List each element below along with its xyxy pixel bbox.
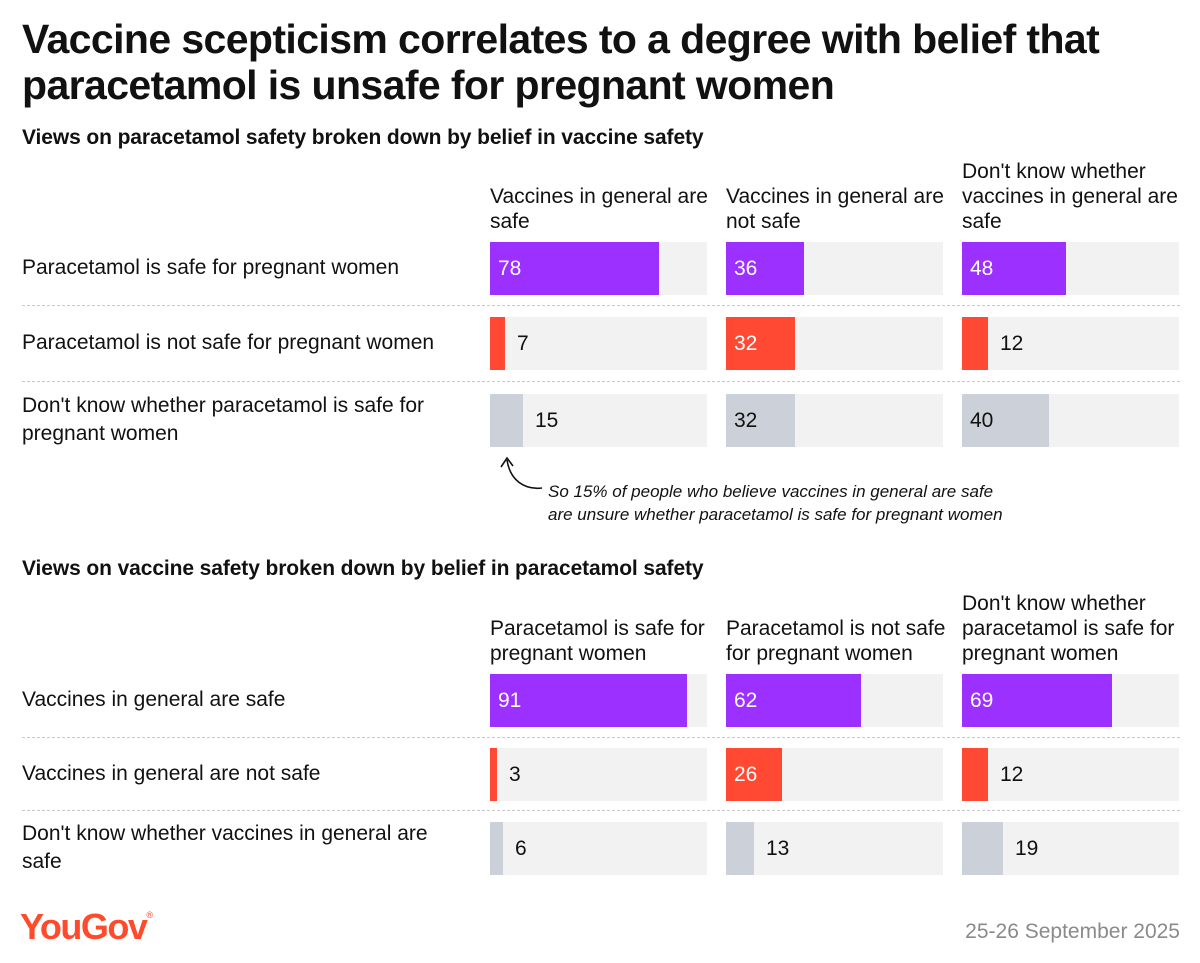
annotation-line-2: are unsure whether paracetamol is safe f… — [548, 505, 1003, 524]
bar — [962, 674, 1112, 727]
bar-value-label: 32 — [734, 409, 758, 432]
logo-text: YouGov — [20, 906, 148, 947]
column-header: Paracetamol is not safe for pregnant wom… — [726, 617, 946, 665]
bar-track: 12 — [962, 748, 1179, 801]
bar — [490, 317, 505, 370]
bar-track: 32 — [726, 394, 943, 447]
bar-track: 91 — [490, 674, 707, 727]
bar-value-label: 62 — [734, 689, 758, 712]
row-label: Paracetamol is safe for pregnant women — [22, 256, 400, 279]
bar-value-label: 12 — [1000, 763, 1024, 786]
bar-value-label: 36 — [734, 257, 758, 280]
bar — [726, 748, 782, 801]
chart-title: Vaccine scepticism correlates to a degre… — [22, 16, 1100, 108]
column-header: Don't know whether vaccines in general a… — [962, 160, 1178, 233]
bar-track: 7 — [490, 317, 707, 370]
bar — [726, 394, 795, 447]
bar-value-label: 40 — [970, 409, 994, 432]
row-label: Don't know whether vaccines in general a… — [22, 822, 428, 873]
row-label: Don't know whether paracetamol is safe f… — [22, 394, 425, 445]
column-header: Don't know whether paracetamol is safe f… — [962, 592, 1175, 665]
bar-value-label: 69 — [970, 689, 994, 712]
bar-track: 13 — [726, 822, 943, 875]
bar-value-label: 6 — [515, 837, 527, 860]
bar-value-label: 3 — [509, 763, 521, 786]
bar-value-label: 12 — [1000, 332, 1024, 355]
bar-value-label: 26 — [734, 763, 758, 786]
bar — [726, 822, 754, 875]
bar — [962, 394, 1049, 447]
annotation-line-1: So 15% of people who believe vaccines in… — [548, 482, 994, 501]
chart-1-subtitle: Views on paracetamol safety broken down … — [22, 126, 704, 149]
bar-track: 32 — [726, 317, 943, 370]
bar-value-label: 78 — [498, 257, 522, 280]
bar-value-label: 19 — [1015, 837, 1039, 860]
chart-2-subtitle: Views on vaccine safety broken down by b… — [22, 557, 704, 580]
bar — [726, 242, 804, 295]
bar-value-label: 91 — [498, 689, 522, 712]
bar-track: 15 — [490, 394, 707, 447]
bar-track: 48 — [962, 242, 1179, 295]
column-header: Vaccines in general are not safe — [726, 185, 944, 233]
logo-registered-mark: ® — [146, 910, 153, 920]
bar — [962, 748, 988, 801]
bar-track: 12 — [962, 317, 1179, 370]
bar-track: 6 — [490, 822, 707, 875]
bar — [962, 242, 1066, 295]
row-separator — [22, 305, 1180, 306]
bar-track: 19 — [962, 822, 1179, 875]
bar — [726, 317, 795, 370]
bar — [726, 674, 861, 727]
row-separator — [22, 737, 1180, 738]
bar-track: 36 — [726, 242, 943, 295]
bar-value-label: 48 — [970, 257, 994, 280]
bar — [962, 317, 988, 370]
row-separator — [22, 381, 1180, 382]
bar-track: 40 — [962, 394, 1179, 447]
bar-value-label: 13 — [766, 837, 790, 860]
bar — [490, 394, 523, 447]
bar-track: 3 — [490, 748, 707, 801]
bar-track: 78 — [490, 242, 707, 295]
bar-track: 69 — [962, 674, 1179, 727]
bar — [490, 242, 659, 295]
bar-track: 62 — [726, 674, 943, 727]
bar — [490, 822, 503, 875]
bar-value-label: 7 — [517, 332, 529, 355]
row-label: Paracetamol is not safe for pregnant wom… — [22, 331, 435, 354]
column-header: Vaccines in general are safe — [490, 185, 708, 233]
bar — [490, 674, 687, 727]
row-label: Vaccines in general are not safe — [22, 762, 321, 785]
bar-value-label: 15 — [535, 409, 559, 432]
bar — [962, 822, 1003, 875]
survey-date: 25-26 September 2025 — [965, 920, 1180, 943]
yougov-logo: YouGov® — [20, 906, 153, 948]
row-separator — [22, 810, 1180, 811]
bar — [490, 748, 497, 801]
annotation-text: So 15% of people who believe vaccines in… — [548, 480, 1003, 526]
annotation-arrow-icon — [500, 456, 543, 489]
bar-value-label: 32 — [734, 332, 758, 355]
row-label: Vaccines in general are safe — [22, 688, 286, 711]
column-header: Paracetamol is safe for pregnant women — [490, 617, 705, 665]
bar-track: 26 — [726, 748, 943, 801]
